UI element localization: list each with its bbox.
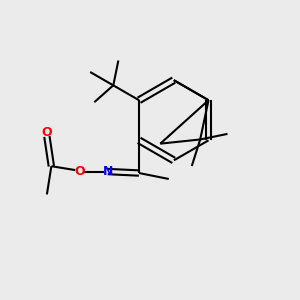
Text: O: O <box>74 165 85 178</box>
Text: N: N <box>103 165 113 178</box>
Text: O: O <box>42 126 52 140</box>
